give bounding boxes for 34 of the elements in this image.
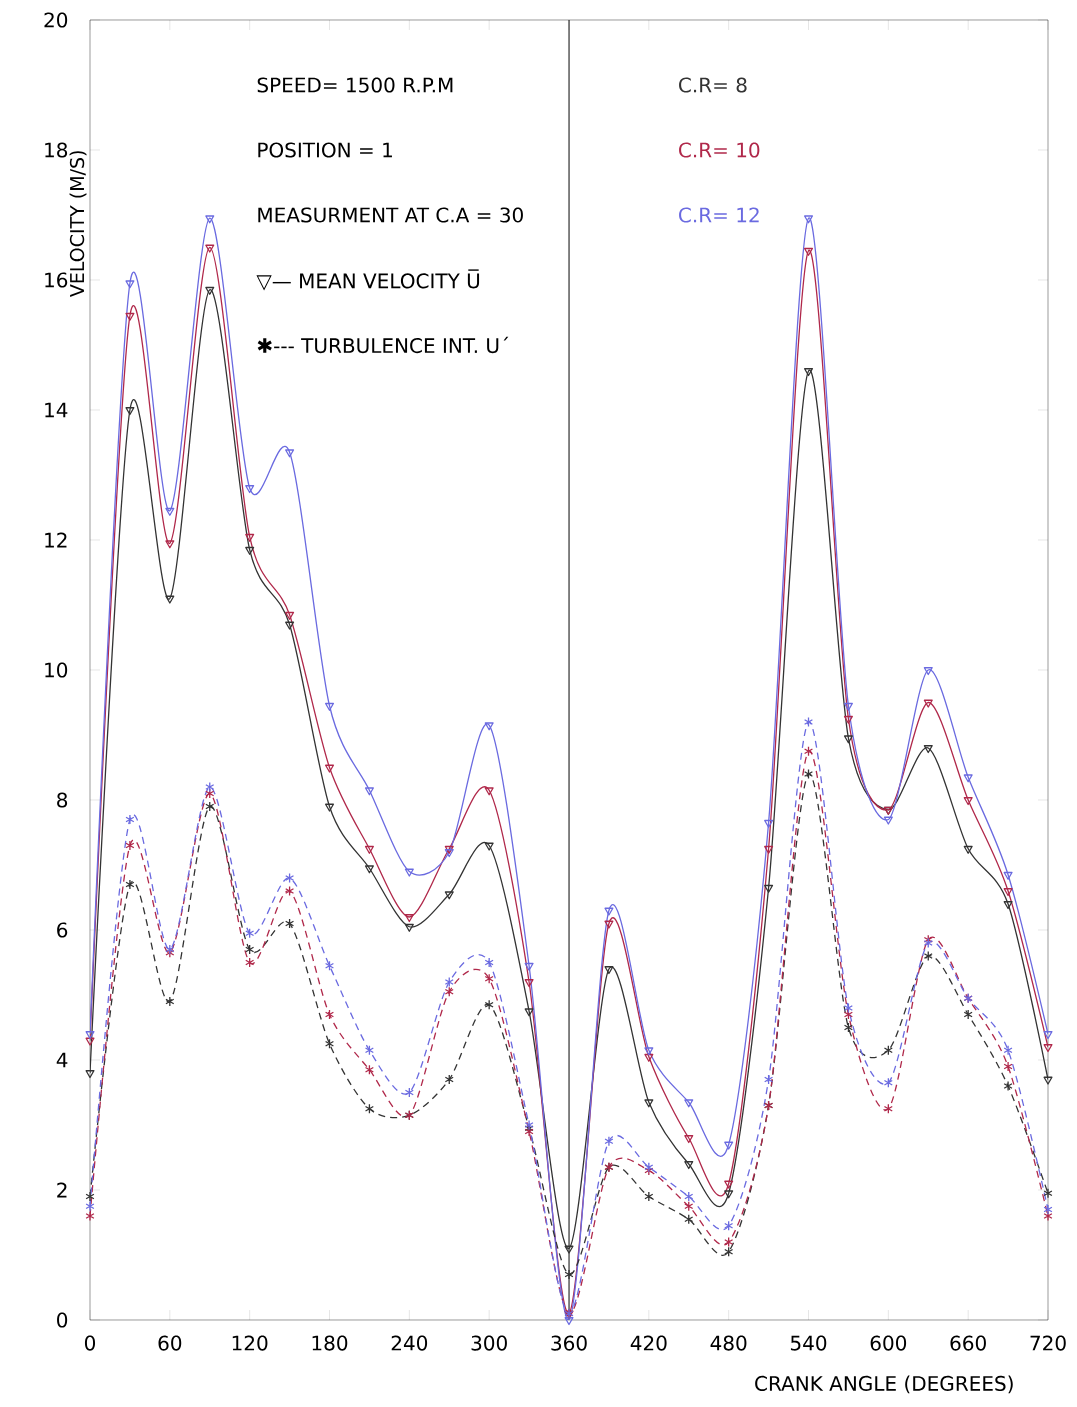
x-tick-label: 180 — [312, 1335, 348, 1351]
y-tick-label: 18 — [45, 142, 68, 158]
x-tick-label: 480 — [710, 1335, 747, 1351]
y-tick-label: 20 — [44, 12, 68, 28]
x-tick-label: 600 — [870, 1335, 907, 1351]
x-tick-label: 0 — [84, 1335, 96, 1351]
annotation: ✱--- TURBULENCE INT. U´ — [257, 336, 509, 354]
y-tick-label: 2 — [57, 1182, 67, 1198]
annotation: ▽— MEAN VELOCITY U̅ — [256, 269, 480, 291]
annotation: POSITION = 1 — [258, 142, 392, 158]
y-tick-label: 8 — [57, 792, 68, 808]
text: C.R= 8 — [679, 77, 747, 93]
y-tick-label: 4 — [56, 1052, 68, 1068]
y-tick-label: 14 — [45, 402, 68, 418]
annotation: SPEED= 1500 R.P.M — [257, 77, 453, 93]
y-tick-label: 10 — [45, 662, 68, 678]
annotation: MEASURMENT AT C.A = 30 — [258, 207, 523, 223]
x-tick-label: 360 — [551, 1335, 587, 1351]
x-tick-label: 300 — [471, 1335, 507, 1351]
x-tick-label: 540 — [790, 1335, 827, 1351]
y-tick-label: 16 — [45, 272, 68, 288]
x-tick-label: 240 — [391, 1335, 428, 1351]
x-tick-label: 120 — [232, 1335, 268, 1351]
x-tick-label: 60 — [158, 1335, 182, 1351]
x-tick-label: 420 — [630, 1335, 667, 1351]
text: C.R= 10 — [679, 142, 760, 158]
x-tick-label: 720 — [1030, 1335, 1066, 1351]
y-tick-label: 0 — [57, 1312, 68, 1328]
text: C.R= 12 — [679, 207, 759, 223]
x-axis-title: CRANK ANGLE (DEGREES) — [755, 1375, 1013, 1394]
y-tick-label: 12 — [45, 532, 67, 548]
y-axis-title: VELOCITY (M/S) — [69, 151, 87, 298]
y-tick-label: 6 — [57, 922, 68, 938]
x-tick-label: 660 — [950, 1335, 986, 1351]
